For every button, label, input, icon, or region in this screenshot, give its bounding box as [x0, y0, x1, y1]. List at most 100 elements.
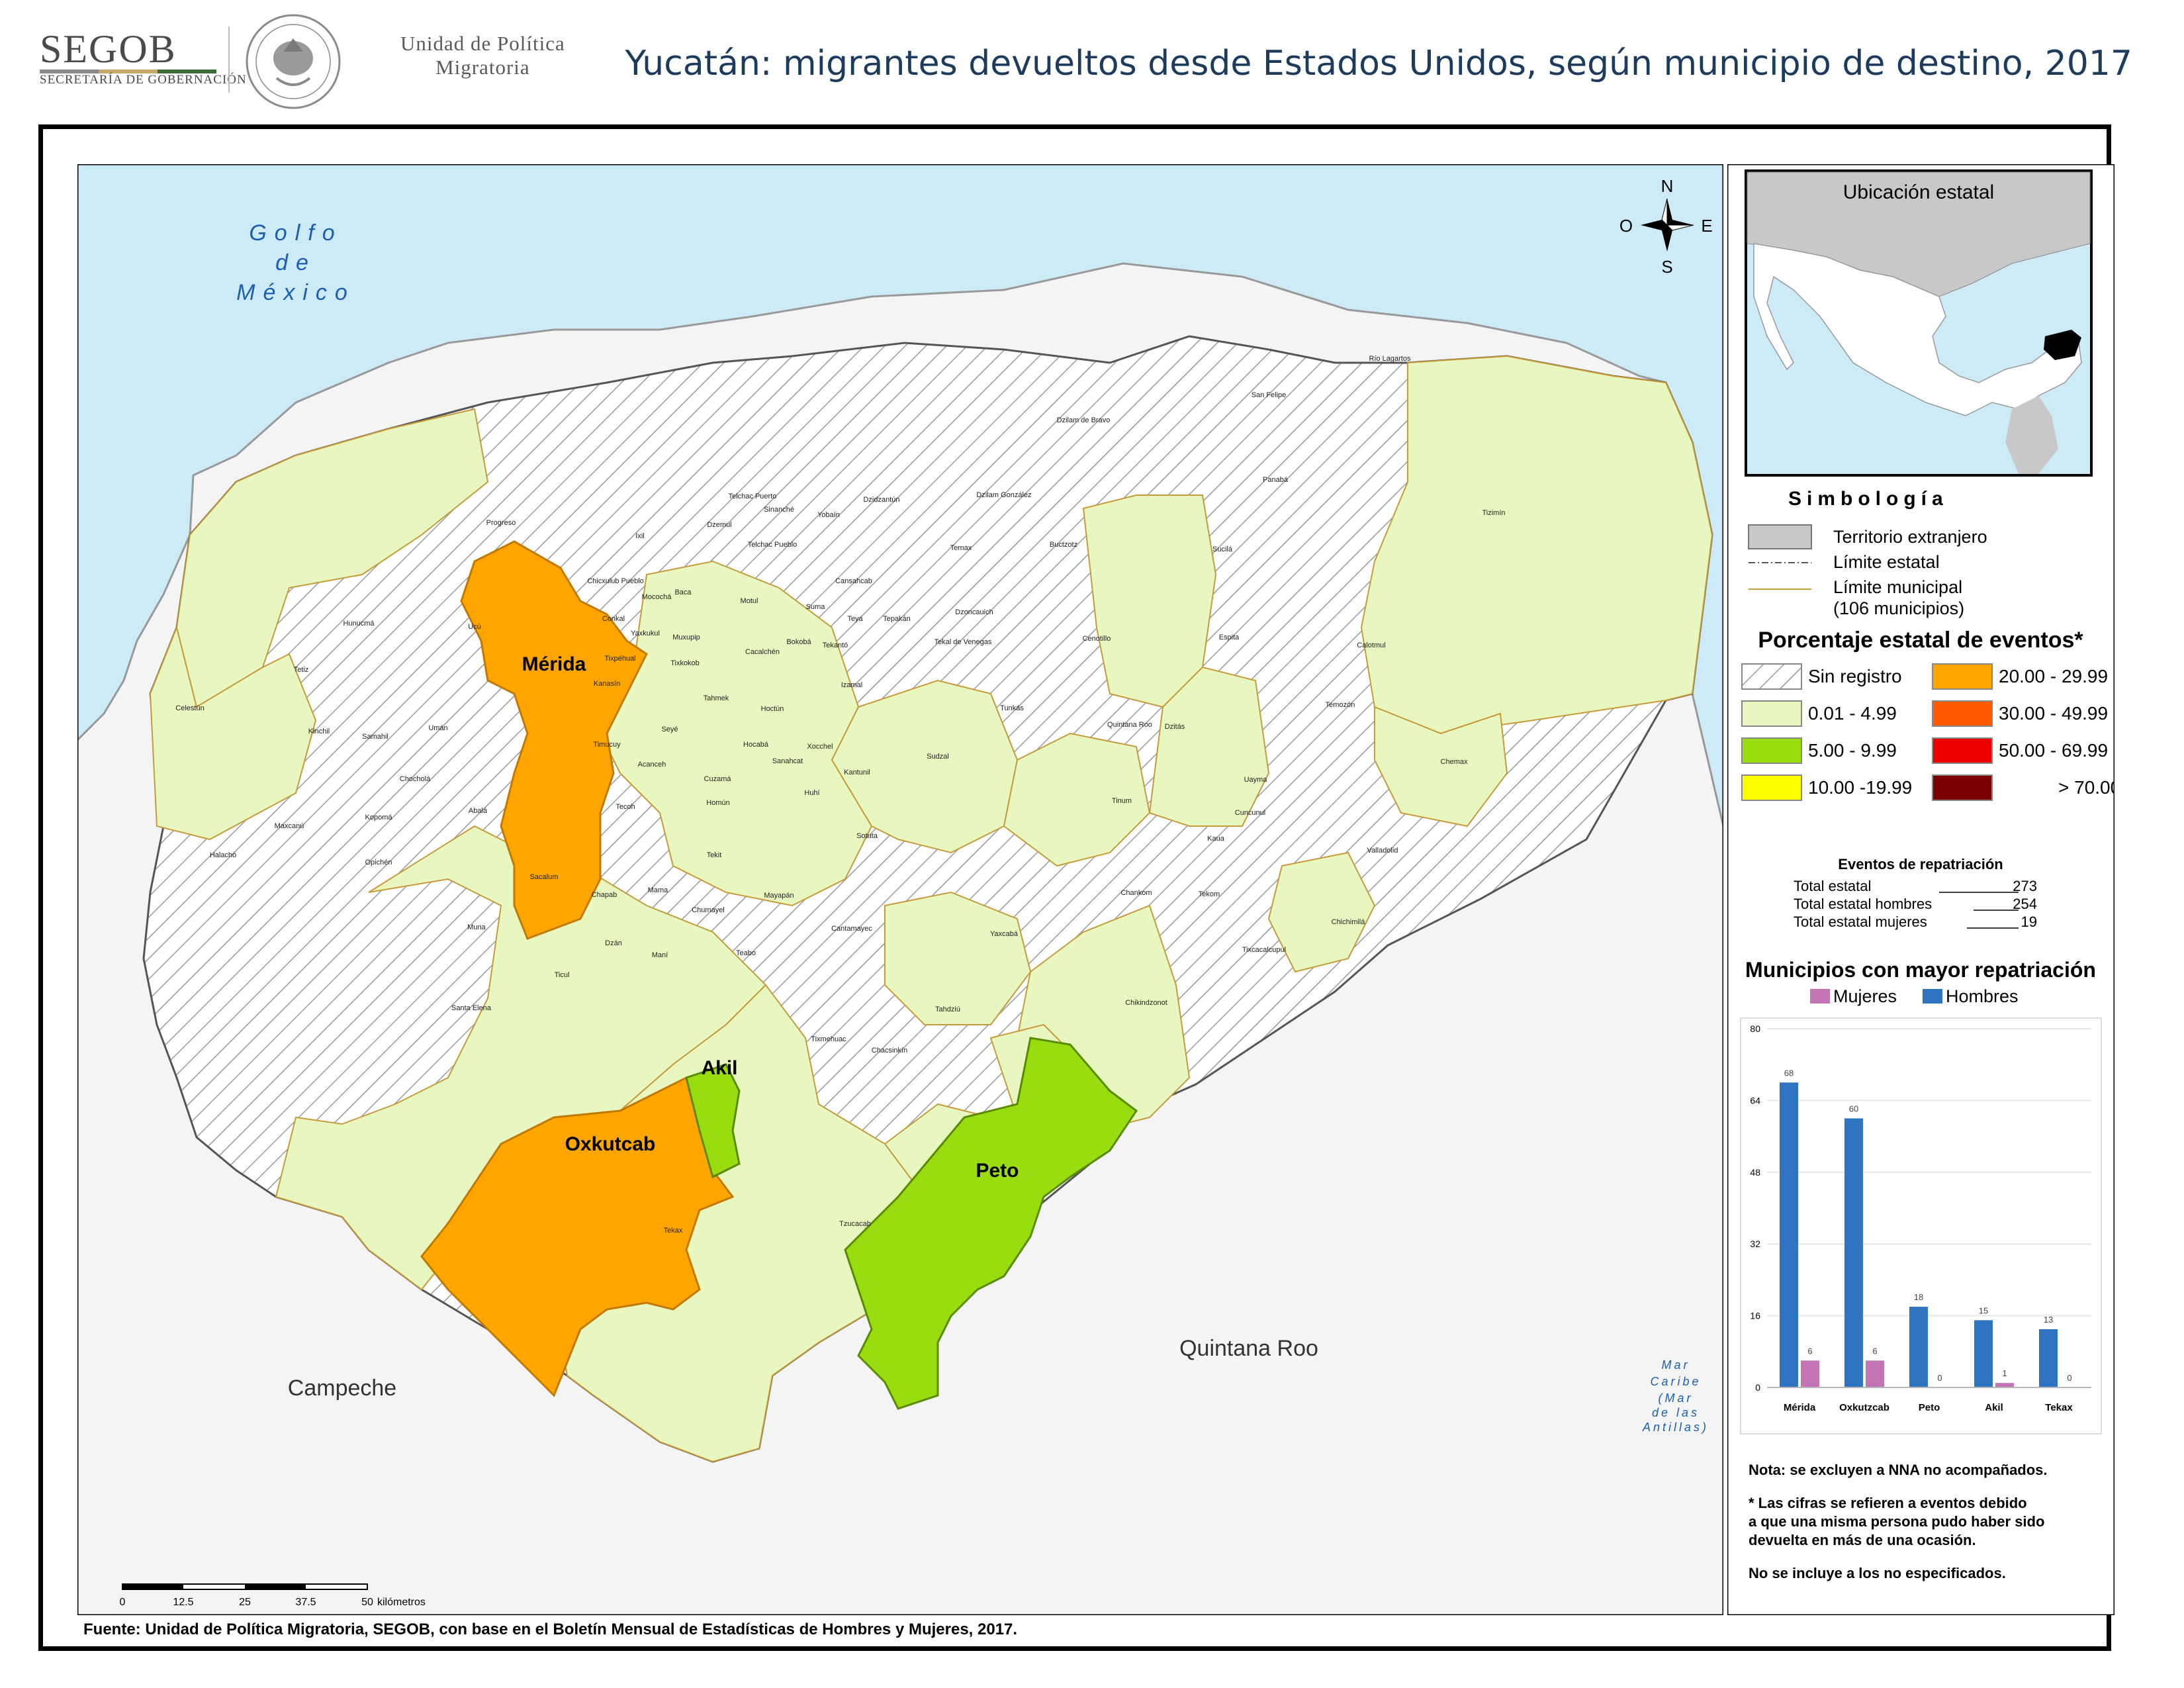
legend-classes: Sin registro 0.01 - 4.99 5.00 - 9.99 10.00 … — [1741, 663, 2115, 801]
antillas-label-3: Antillas) — [1642, 1421, 1709, 1434]
chart-xtick: Oxkutzcab — [1839, 1402, 1889, 1413]
municipality-label: Yobaín — [817, 511, 840, 519]
legend-swatch-2 — [1741, 737, 1802, 764]
legend-state: Límite estatal — [1833, 552, 1940, 572]
compass-s: S — [1661, 257, 1672, 277]
scale-bar: 0 12.5 25 37.5 50 kilómetros — [120, 1583, 426, 1608]
national-seal-icon — [246, 14, 341, 109]
gulf-label-1: Golfo — [249, 220, 342, 246]
municipality-label: Chichimilá — [1332, 918, 1366, 926]
bar-label-mujeres: 6 — [1807, 1346, 1812, 1356]
municipality-label: Bokobá — [786, 638, 811, 646]
chart-xtick: Peto — [1919, 1402, 1940, 1413]
legend-panel: Ubicación estatal Simbología Territorio … — [1727, 164, 2115, 1615]
municipality-label: Tahmek — [704, 694, 729, 702]
legend-class-label-3: 10.00 -19.99 — [1808, 777, 1912, 798]
municipality-label: Ticul — [555, 971, 570, 979]
label-peto: Peto — [976, 1160, 1019, 1182]
municipality-label: Mama — [648, 886, 668, 894]
legend-class-label-0: Sin registro — [1808, 666, 1902, 686]
legend-swatch-6 — [1932, 737, 1993, 764]
municipality-label: Chicxulub Pueblo — [587, 577, 644, 585]
municipality-label: Muxupip — [672, 633, 700, 641]
municipality-label: Tekal de Venegas — [934, 638, 992, 646]
municipality-label: Telchac Pueblo — [748, 541, 797, 549]
municipality-label: Kaua — [1207, 835, 1225, 843]
municipality-label: Mayapán — [764, 892, 794, 900]
unit-name: Unidad de Política Migratoria — [400, 32, 565, 79]
inset-mexico — [1753, 243, 2082, 416]
legend-mujeres-swatch — [1810, 989, 1830, 1004]
note-1: Nota: se excluyen a NNA no acompañados. — [1749, 1462, 2048, 1478]
legend-class-label-6: 50.00 - 69.99 — [1999, 740, 2108, 761]
municipality-label: Suma — [806, 603, 826, 611]
bar-mujeres — [1866, 1360, 1884, 1387]
scale-tick-3: 37.5 — [295, 1597, 316, 1608]
region-cenotillo — [1148, 666, 1270, 827]
municipality-label: Tzucacab — [839, 1220, 871, 1228]
municipality-label: Hocabá — [743, 741, 769, 749]
chart-ytick: 16 — [1750, 1311, 1760, 1321]
municipality-label: Hunucmá — [343, 620, 375, 628]
municipality-label: Tixcacalcupul — [1242, 946, 1286, 954]
legend-swatch-1 — [1741, 700, 1802, 727]
municipality-label: Tahdziú — [935, 1006, 960, 1013]
municipality-label: Dzilam de Bravo — [1057, 416, 1111, 424]
inset-title: Ubicación estatal — [1843, 181, 1994, 203]
municipality-label: Santa Elena — [451, 1004, 492, 1012]
municipality-label: Sudzal — [927, 753, 949, 761]
municipality-label: Maní — [652, 951, 668, 959]
header-divider — [228, 26, 230, 93]
bar-hombres — [1780, 1082, 1798, 1387]
municipality-label: Conkal — [602, 615, 625, 623]
bar-label-hombres: 68 — [1784, 1068, 1794, 1078]
region-west — [149, 625, 317, 841]
municipality-label: Abalá — [469, 807, 488, 815]
bar-hombres — [1909, 1307, 1928, 1387]
scale-tick-1: 12.5 — [173, 1597, 193, 1608]
bar-gray — [40, 70, 99, 73]
municipality-label: Sanahcat — [772, 757, 803, 765]
chart-ytick: 0 — [1755, 1382, 1760, 1393]
note-2c: devuelta en más de una ocasión. — [1749, 1532, 1976, 1548]
source-note: Fuente: Unidad de Política Migratoria, S… — [83, 1620, 1018, 1638]
municipality-label: Valladolid — [1367, 847, 1398, 855]
municipality-label: Uayma — [1244, 776, 1268, 784]
bar-label-mujeres: 1 — [2002, 1368, 2007, 1378]
note-3: No se incluye a los no especificados. — [1749, 1565, 2006, 1581]
municipality-label: Dzidzantún — [863, 496, 899, 504]
municipality-label: Sinanché — [764, 506, 794, 514]
region-izamal — [831, 679, 1019, 854]
legend-class-label-5: 30.00 - 49.99 — [1999, 703, 2108, 724]
municipality-label: Seyé — [661, 726, 678, 733]
municipality-labels: Progreso Ixil Telchac Puerto Sinanché Yobaín… — [175, 355, 1505, 1235]
label-akil: Akil — [701, 1057, 737, 1079]
campeche-label: Campeche — [288, 1376, 396, 1401]
municipality-label: Celestún — [175, 704, 204, 712]
municipality-label: Kantunil — [844, 769, 870, 776]
bar-chart: 0 16 32 48 64 80 Mérida 68 6 Oxkutzcab 60 6 Peto 18 0 A… — [1750, 1023, 2091, 1413]
events-label-2: Total estatal mujeres — [1794, 914, 1927, 930]
municipality-label: Dzilam González — [976, 491, 1031, 499]
municipality-label: Tixpéhual — [604, 655, 635, 663]
bar-label-hombres: 18 — [1914, 1292, 1923, 1302]
region-akil — [685, 1063, 741, 1179]
legend-muni: Límite municipal — [1833, 577, 1962, 597]
legend-swatch-0 — [1741, 663, 1802, 690]
municipality-label: Huhí — [804, 789, 819, 797]
events-label-0: Total estatal — [1794, 878, 1871, 894]
municipality-label: Sucilá — [1212, 545, 1233, 553]
municipality-label: Chacsinkín — [872, 1047, 907, 1055]
chart-ytick: 32 — [1750, 1239, 1760, 1249]
region-tunkas — [1003, 732, 1151, 867]
municipality-label: Ucú — [468, 623, 481, 631]
municipality-label: Kinchil — [308, 727, 330, 735]
municipality-label: Tekantó — [823, 641, 848, 649]
municipality-label: Xocchel — [807, 743, 833, 751]
chart-ytick: 64 — [1750, 1095, 1760, 1105]
municipality-label: Calotmul — [1357, 641, 1385, 649]
bar-mujeres — [1995, 1383, 2014, 1387]
antillas-label-1: (Mar — [1659, 1391, 1694, 1405]
municipality-label: Yaxkukul — [631, 630, 660, 637]
main-map: Mérida Akil Oxkutcab Peto Golfo de Méxic… — [77, 164, 1723, 1615]
